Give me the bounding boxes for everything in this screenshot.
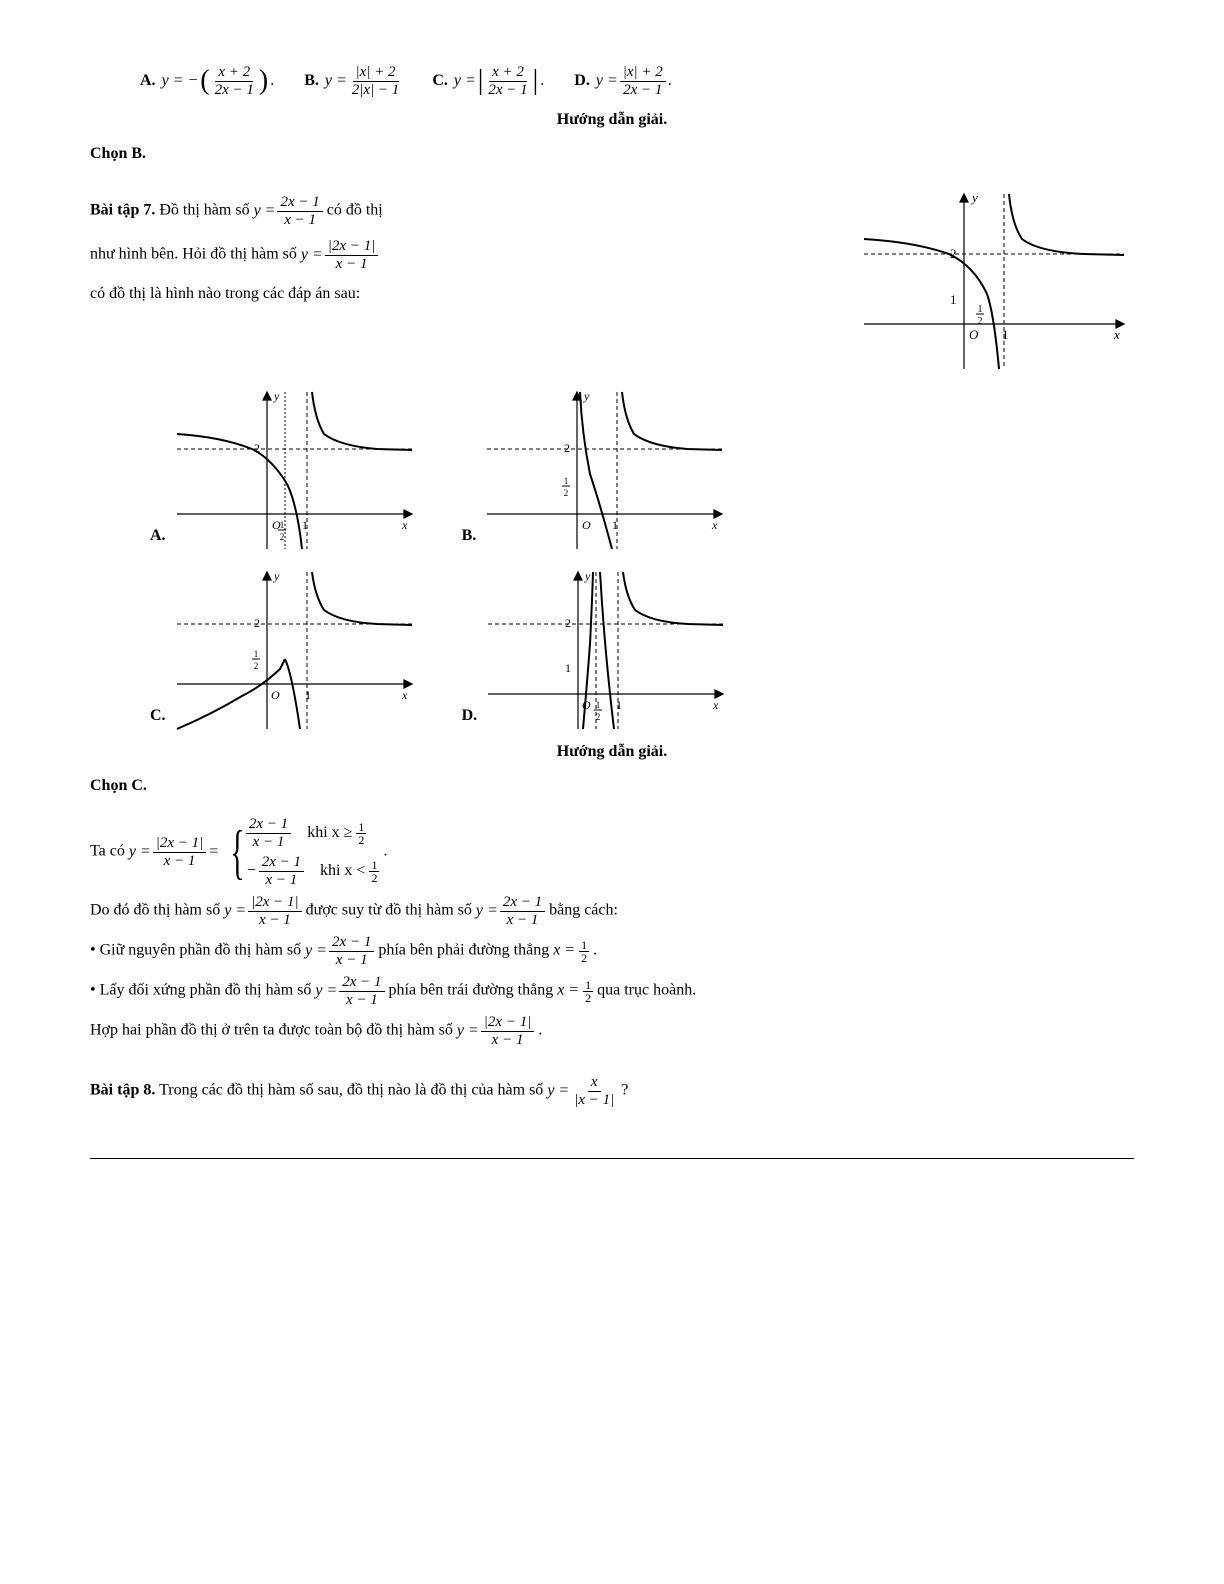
solution-block: Ta có y = |2x − 1| x − 1 = { 2x − 1 x − … (90, 816, 1134, 1048)
svg-text:y: y (584, 569, 591, 583)
svg-text:2: 2 (950, 246, 957, 261)
option-graph-b: B. O x y 2 1 12 (462, 384, 733, 554)
svg-text:1: 1 (978, 304, 983, 315)
svg-text:x: x (711, 518, 718, 532)
svg-text:1: 1 (305, 688, 311, 702)
svg-text:O: O (271, 688, 280, 702)
option-d: D. y = |x| + 2 2x − 1 . (574, 64, 672, 98)
svg-text:1: 1 (564, 476, 569, 486)
exercise-8: Bài tập 8. Trong các đồ thị hàm số sau, … (90, 1074, 1134, 1108)
svg-text:1: 1 (1002, 327, 1009, 342)
svg-text:x: x (1113, 327, 1120, 342)
svg-text:1: 1 (616, 698, 622, 712)
svg-text:y: y (583, 389, 590, 403)
option-b-label: B. (304, 69, 319, 93)
svg-text:O: O (582, 698, 591, 712)
option-d-eq: y = |x| + 2 2x − 1 . (596, 64, 672, 98)
option-graph-d: D. O x y 2 (462, 564, 734, 734)
top-options-row: A. y = − ( x + 2 2x − 1 ) . B. y = |x| +… (90, 60, 1134, 102)
option-b-eq: y = |x| + 2 2|x| − 1 (325, 64, 402, 98)
svg-text:y: y (273, 569, 280, 583)
svg-text:2: 2 (279, 532, 284, 542)
option-b: B. y = |x| + 2 2|x| − 1 (304, 64, 402, 98)
svg-text:2: 2 (564, 488, 569, 498)
sol-bullet-2: • Lấy đối xứng phần đồ thị hàm số y = 2x… (90, 974, 1134, 1008)
exercise-7: Bài tập 7. Đồ thị hàm số y = 2x − 1 x − … (90, 184, 1134, 734)
ex7-line1: Bài tập 7. Đồ thị hàm số y = 2x − 1 x − … (90, 194, 834, 228)
guide-title-1: Hướng dẫn giải. (90, 108, 1134, 132)
option-c-label: C. (432, 69, 448, 93)
footer-rule (90, 1158, 1134, 1159)
sol-p1: Do đó đồ thị hàm số y = |2x − 1|x − 1 đư… (90, 894, 1134, 928)
svg-text:2: 2 (565, 616, 571, 630)
sol-p2: Hợp hai phần đồ thị ở trên ta được toàn … (90, 1014, 1134, 1048)
option-d-label: D. (574, 69, 590, 93)
svg-text:2: 2 (978, 316, 983, 327)
option-a: A. y = − ( x + 2 2x − 1 ) . (140, 60, 274, 102)
svg-text:O: O (969, 327, 979, 342)
reference-graph: O x y 2 1 1 12 (854, 184, 1134, 374)
svg-text:1: 1 (253, 649, 258, 659)
answer-2: Chọn C. (90, 774, 1134, 798)
svg-text:1: 1 (279, 520, 284, 530)
svg-text:2: 2 (254, 616, 260, 630)
option-a-eq: y = − ( x + 2 2x − 1 ) . (162, 60, 275, 102)
svg-text:x: x (712, 698, 719, 712)
svg-text:1: 1 (612, 518, 618, 532)
svg-text:O: O (582, 518, 591, 532)
svg-text:2: 2 (253, 661, 258, 671)
svg-text:1: 1 (565, 661, 571, 675)
svg-text:x: x (401, 518, 408, 532)
svg-text:x: x (401, 688, 408, 702)
option-c: C. y = | x + 2 2x − 1 | . (432, 60, 544, 102)
guide-title-2: Hướng dẫn giải. (90, 740, 1134, 764)
svg-text:2: 2 (564, 441, 570, 455)
answer-1: Chọn B. (90, 142, 1134, 166)
svg-text:2: 2 (596, 712, 601, 722)
sol-bullet-1: • Giữ nguyên phần đồ thị hàm số y = 2x −… (90, 934, 1134, 968)
ex7-line3: có đồ thị là hình nào trong các đáp án s… (90, 282, 834, 306)
option-c-eq: y = | x + 2 2x − 1 | . (454, 60, 544, 102)
option-graph-c: C. O x (150, 564, 422, 734)
svg-text:y: y (273, 389, 280, 403)
svg-text:1: 1 (302, 518, 308, 532)
option-graph-a: A. O x y 2 1 1 (150, 384, 422, 554)
sol-intro-line: Ta có y = |2x − 1| x − 1 = { 2x − 1 x − … (90, 816, 1134, 888)
svg-text:1: 1 (950, 292, 957, 307)
option-a-label: A. (140, 69, 156, 93)
svg-text:y: y (970, 190, 978, 205)
ex7-line2: như hình bên. Hỏi đồ thị hàm số y = |2x … (90, 238, 834, 272)
svg-text:2: 2 (254, 441, 260, 455)
svg-text:1: 1 (596, 700, 601, 710)
